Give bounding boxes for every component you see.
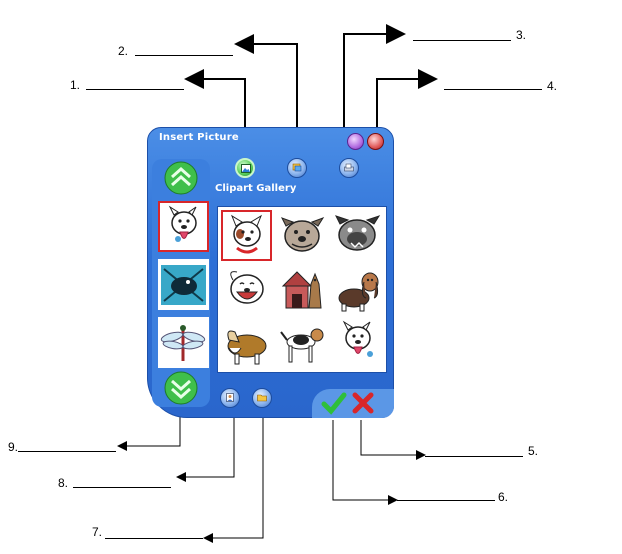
thumbnail-dragonfly[interactable]: [158, 317, 209, 368]
scroll-down-button[interactable]: [164, 371, 198, 405]
pug-face: [335, 215, 381, 251]
callout-number-7: 7.: [92, 525, 103, 539]
callout-number-5: 5.: [528, 444, 539, 458]
folder-button[interactable]: [252, 388, 272, 408]
callout-number-3: 3.: [516, 28, 527, 42]
checkmark-icon: [321, 392, 347, 415]
cancel-button[interactable]: [351, 391, 375, 415]
close-button[interactable]: [367, 133, 384, 150]
answer-blank-4[interactable]: [444, 89, 542, 90]
insert-picture-window: Insert Picture Clipart Gallery: [147, 127, 394, 418]
ok-button[interactable]: [321, 391, 347, 415]
beagle: [280, 328, 324, 363]
dog-tongue: [342, 320, 373, 357]
callout-number-4: 4.: [547, 79, 558, 93]
insert-from-file-button[interactable]: [220, 388, 240, 408]
thumbnail-panel: [152, 159, 210, 407]
answer-blank-5[interactable]: [425, 456, 523, 457]
answer-blank-2[interactable]: [135, 55, 233, 56]
answer-blank-9[interactable]: [18, 451, 116, 452]
callout-number-6: 6.: [498, 490, 509, 504]
callout-line-7: [203, 405, 264, 543]
thumbnail-dog[interactable]: [158, 201, 209, 252]
gallery-item-dog-tongue[interactable]: [332, 318, 383, 369]
callout-line-4: [376, 69, 438, 136]
answer-blank-1[interactable]: [86, 89, 184, 90]
dog-house: [281, 271, 322, 309]
answer-blank-6[interactable]: [397, 500, 495, 501]
scan-picture-icon: [344, 163, 354, 172]
gallery-item-bulldog[interactable]: [277, 210, 328, 261]
callout-number-2: 2.: [118, 44, 129, 58]
my-pictures-button[interactable]: [287, 158, 307, 178]
scroll-up-icon: [171, 166, 191, 179]
callout-line-2: [234, 34, 298, 158]
terrier-dog: [230, 214, 263, 254]
bulldog-face: [280, 217, 325, 252]
answer-blank-8[interactable]: [73, 487, 171, 488]
callout-line-6: [332, 420, 398, 505]
clipart-gallery-icon: [241, 164, 251, 173]
gallery-title: Clipart Gallery: [215, 183, 297, 194]
answer-blank-3[interactable]: [413, 40, 511, 41]
callout-line-8: [176, 405, 235, 482]
basset-hound: [338, 272, 379, 312]
my-pictures-icon: [292, 163, 302, 172]
callout-number-1: 1.: [70, 78, 81, 92]
scroll-up-button[interactable]: [164, 161, 198, 195]
thumbnail-bird[interactable]: [158, 259, 209, 310]
help-button[interactable]: [347, 133, 364, 150]
window-title: Insert Picture: [159, 132, 239, 143]
answer-blank-7[interactable]: [105, 538, 203, 539]
insert-from-file-icon: [226, 393, 234, 402]
gallery-item-terrier[interactable]: [221, 210, 272, 261]
callout-line-3: [343, 24, 406, 160]
collie: [227, 330, 267, 365]
bird-thumb: [161, 265, 206, 305]
folder-icon: [257, 394, 267, 402]
gallery-item-beagle[interactable]: [277, 318, 328, 369]
callout-line-5: [360, 420, 426, 460]
dragonfly-thumb: [160, 325, 206, 361]
dog-tongue-thumb: [168, 205, 197, 242]
gallery-item-collie[interactable]: [221, 318, 272, 369]
clipart-gallery-button[interactable]: [235, 158, 255, 178]
callout-number-9: 9.: [8, 440, 19, 454]
scan-picture-button[interactable]: [339, 158, 359, 178]
scroll-down-icon: [171, 379, 191, 392]
gallery-item-pug[interactable]: [332, 210, 383, 261]
gallery-item-basset-hound[interactable]: [332, 264, 383, 315]
clipart-grid: [217, 206, 387, 373]
laughing-dog: [230, 271, 264, 304]
cross-icon: [352, 392, 374, 414]
callout-number-8: 8.: [58, 476, 69, 490]
gallery-item-dog-house[interactable]: [277, 264, 328, 315]
gallery-item-laughing-dog[interactable]: [221, 264, 272, 315]
